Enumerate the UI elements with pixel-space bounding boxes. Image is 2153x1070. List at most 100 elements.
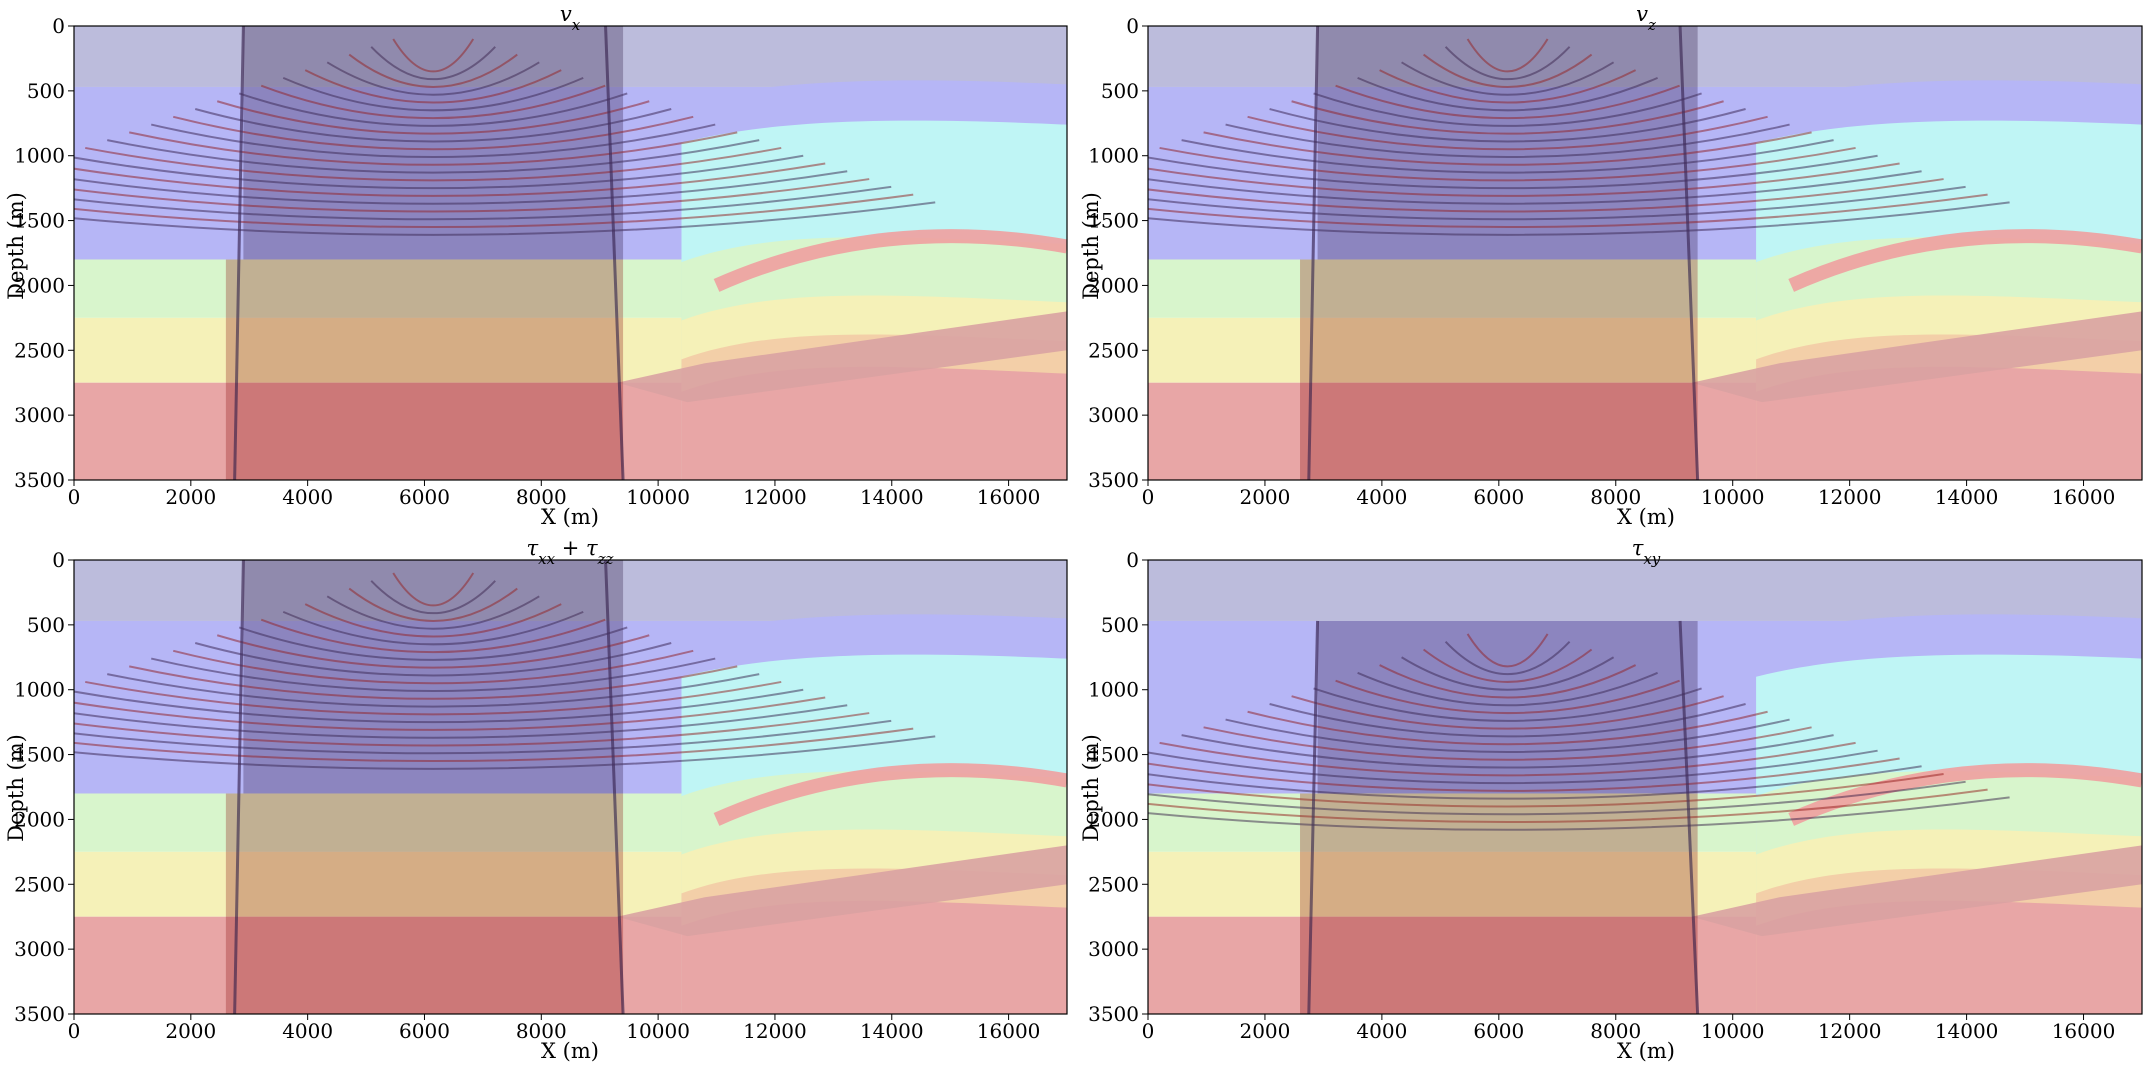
- y-tick-label: 2000: [1088, 273, 1139, 297]
- fault-wedge: [1691, 845, 2142, 937]
- y-tick-label: 0: [52, 14, 65, 38]
- wavefield: [74, 26, 936, 480]
- y-tick-label: 2000: [1088, 807, 1139, 831]
- panel-title: τxy: [1632, 536, 1661, 568]
- axes-frame: [1147, 559, 2143, 1015]
- y-tick-label: 1500: [14, 743, 65, 767]
- x-tick-label: 6000: [399, 1019, 450, 1043]
- plot-area: 0 2000 4000 6000 8000 10000 12000 14000 16000 0 50…: [1088, 14, 2143, 509]
- x-tick-label: 14000: [860, 485, 924, 509]
- red-horizon: [1788, 229, 2142, 292]
- x-tick-label: 10000: [1701, 1019, 1765, 1043]
- y-tick-label: 3500: [14, 468, 65, 492]
- y-axis-label: Depth (m): [4, 192, 28, 300]
- x-tick-label: 6000: [399, 485, 450, 509]
- x-tick-label: 0: [1142, 485, 1155, 509]
- x-tick-label: 2000: [165, 1019, 216, 1043]
- y-tick-label: 3000: [14, 403, 65, 427]
- x-tick-label: 14000: [1935, 485, 1999, 509]
- y-tick-label: 2500: [14, 338, 65, 362]
- plot-area: 0 2000 4000 6000 8000 10000 12000 14000 16000 0 50…: [14, 14, 1068, 509]
- axes-frame: [1147, 25, 2143, 481]
- plot-area: 0 2000 4000 6000 8000 10000 12000 14000 16000 0 50…: [1088, 548, 2143, 1043]
- y-tick-label: 0: [1126, 548, 1139, 572]
- x-tick-label: 2000: [165, 485, 216, 509]
- y-tick-label: 1500: [14, 209, 65, 233]
- x-tick-label: 0: [68, 485, 81, 509]
- y-tick-label: 1500: [1088, 743, 1139, 767]
- x-tick-label: 4000: [282, 485, 333, 509]
- panel-txy: 0 2000 4000 6000 8000 10000 12000 14000 16000 0 50…: [1079, 536, 2143, 1063]
- x-axis-label: X (m): [541, 1039, 599, 1063]
- x-tick-label: 0: [68, 1019, 81, 1043]
- x-tick-label: 0: [1142, 1019, 1155, 1043]
- x-tick-label: 16000: [977, 485, 1041, 509]
- y-tick-label: 1000: [14, 678, 65, 702]
- x-tick-label: 2000: [1239, 485, 1290, 509]
- x-tick-label: 6000: [1473, 1019, 1524, 1043]
- y-axis-label: Depth (m): [1079, 192, 1103, 300]
- red-horizon: [713, 229, 1067, 292]
- x-tick-label: 8000: [516, 1019, 567, 1043]
- panel-title: vz: [1636, 2, 1656, 34]
- y-tick-label: 3500: [1088, 1002, 1139, 1026]
- y-tick-label: 500: [27, 79, 65, 103]
- x-tick-label: 6000: [1473, 485, 1524, 509]
- y-axis-label: Depth (m): [4, 734, 28, 842]
- x-tick-label: 12000: [1818, 1019, 1882, 1043]
- x-tick-label: 4000: [1356, 1019, 1407, 1043]
- x-axis-label: X (m): [1617, 1039, 1675, 1063]
- y-tick-label: 2500: [1088, 338, 1139, 362]
- y-tick-label: 500: [1101, 613, 1139, 637]
- x-tick-label: 8000: [516, 485, 567, 509]
- x-tick-label: 12000: [743, 485, 807, 509]
- x-tick-label: 4000: [282, 1019, 333, 1043]
- wavefield: [1148, 620, 2010, 1014]
- water-layer: [74, 560, 1067, 621]
- y-tick-label: 3500: [1088, 468, 1139, 492]
- panel-title: vx: [560, 2, 581, 34]
- panel-vz: 0 2000 4000 6000 8000 10000 12000 14000 16000 0 50…: [1079, 2, 2143, 529]
- y-axis-label: Depth (m): [1079, 734, 1103, 842]
- folded-layer: [1756, 900, 2142, 1014]
- red-horizon: [713, 763, 1067, 826]
- fault-wedge: [1691, 311, 2142, 403]
- y-tick-label: 1000: [1088, 678, 1139, 702]
- panel-vx: 0 2000 4000 6000 8000 10000 12000 14000 16000 0 50…: [4, 2, 1068, 529]
- y-tick-label: 500: [1101, 79, 1139, 103]
- water-layer: [74, 26, 1067, 87]
- x-axis-label: X (m): [541, 505, 599, 529]
- x-tick-label: 12000: [743, 1019, 807, 1043]
- y-tick-label: 2000: [14, 807, 65, 831]
- red-horizon: [1788, 763, 2142, 826]
- y-tick-label: 1000: [1088, 144, 1139, 168]
- y-tick-label: 0: [1126, 14, 1139, 38]
- folded-layer: [681, 900, 1067, 1014]
- panel-txx-tzz: 0 2000 4000 6000 8000 10000 12000 14000 16000 0 50…: [4, 536, 1068, 1063]
- y-tick-label: 1000: [14, 144, 65, 168]
- y-tick-label: 2500: [14, 872, 65, 896]
- water-layer: [1148, 26, 2142, 87]
- x-tick-label: 16000: [2052, 485, 2116, 509]
- panel-title: τxx + τzz: [527, 536, 614, 568]
- y-tick-label: 3000: [1088, 937, 1139, 961]
- y-tick-label: 3500: [14, 1002, 65, 1026]
- y-tick-label: 0: [52, 548, 65, 572]
- wavefield: [1148, 26, 2010, 480]
- x-tick-label: 12000: [1818, 485, 1882, 509]
- x-tick-label: 2000: [1239, 1019, 1290, 1043]
- axes-frame: [73, 559, 1068, 1015]
- y-tick-label: 3000: [1088, 403, 1139, 427]
- y-tick-label: 2500: [1088, 872, 1139, 896]
- x-tick-label: 4000: [1356, 485, 1407, 509]
- wavefield: [74, 560, 936, 1014]
- y-tick-label: 3000: [14, 937, 65, 961]
- x-tick-label: 10000: [626, 485, 690, 509]
- x-tick-label: 10000: [626, 1019, 690, 1043]
- water-layer: [1148, 560, 2142, 621]
- x-tick-label: 14000: [860, 1019, 924, 1043]
- x-axis-label: X (m): [1617, 505, 1675, 529]
- x-tick-label: 14000: [1935, 1019, 1999, 1043]
- plot-area: 0 2000 4000 6000 8000 10000 12000 14000 16000 0 50…: [14, 548, 1068, 1043]
